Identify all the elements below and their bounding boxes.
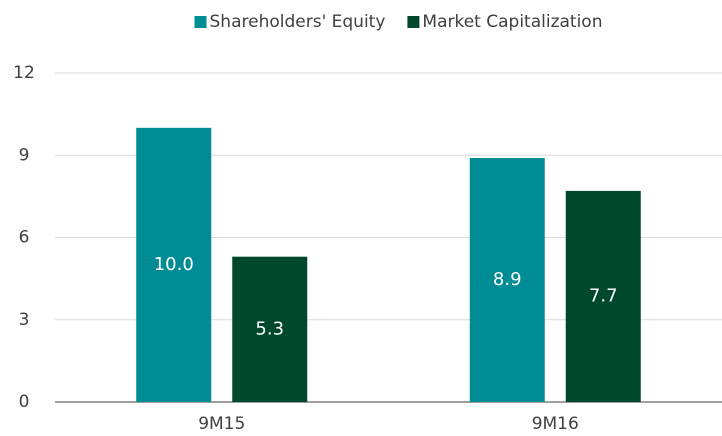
bar [232, 256, 308, 402]
bar [136, 127, 212, 402]
bar [469, 157, 545, 402]
legend-label: Shareholders' Equity [210, 12, 386, 32]
value-label: 8.9 [493, 269, 522, 290]
bar [565, 190, 641, 402]
legend-label: Market Capitalization [422, 12, 602, 32]
value-label: 7.7 [589, 285, 618, 306]
legend-swatch [407, 16, 420, 28]
y-tick-label: 12 [13, 63, 35, 83]
y-tick-label: 0 [19, 392, 30, 412]
value-label: 5.3 [255, 318, 284, 339]
x-tick-label: 9M15 [198, 414, 245, 434]
value-label: 10.0 [154, 254, 194, 275]
legend-swatch [194, 16, 207, 28]
y-tick-label: 3 [19, 310, 30, 330]
y-tick-label: 9 [19, 145, 30, 165]
x-tick-label: 9M16 [532, 414, 579, 434]
y-tick-label: 6 [19, 228, 30, 248]
